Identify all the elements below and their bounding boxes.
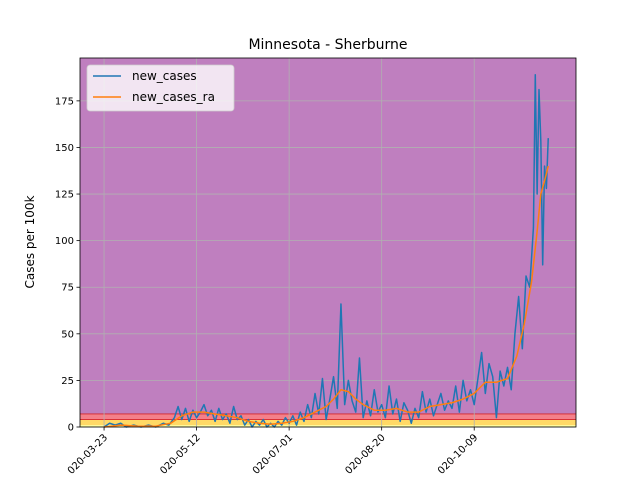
plot-frame bbox=[79, 57, 577, 428]
y-tick-label: 125 bbox=[55, 190, 74, 201]
y-tick-label: 100 bbox=[55, 236, 74, 247]
x-axis: 020-03-23 020-05-12 020-07-01 020-08-20 020-… bbox=[66, 427, 480, 477]
x-tick-label: 020-07-01 bbox=[251, 432, 295, 476]
background-band bbox=[80, 425, 576, 427]
chart-title: Minnesota - Sherburne bbox=[248, 37, 407, 53]
y-tick-label: 0 bbox=[68, 423, 74, 434]
x-tick-label: 020-05-12 bbox=[158, 432, 202, 476]
background-bands bbox=[80, 58, 576, 427]
background-band bbox=[80, 413, 576, 420]
legend-label: new_cases bbox=[132, 69, 197, 83]
series-line-new_cases bbox=[103, 74, 549, 428]
y-tick-label: 50 bbox=[61, 329, 74, 340]
y-tick-label: 25 bbox=[61, 376, 74, 387]
series-layer bbox=[103, 74, 549, 428]
x-tick-label: 020-03-23 bbox=[66, 432, 110, 476]
y-axis-label: Cases per 100k bbox=[23, 195, 37, 288]
y-tick-label: 150 bbox=[55, 143, 74, 154]
y-tick-label: 75 bbox=[61, 283, 74, 294]
legend-box bbox=[86, 64, 235, 112]
series-line-new_cases_ra bbox=[103, 165, 549, 428]
x-tick-label: 020-08-20 bbox=[343, 432, 387, 476]
background-band bbox=[80, 419, 576, 426]
x-tick-label: 020-10-09 bbox=[436, 432, 480, 476]
y-axis: 0 25 50 75 100 125 150 175 bbox=[55, 96, 80, 434]
legend: new_cases new_cases_ra bbox=[86, 64, 235, 112]
y-tick-label: 175 bbox=[55, 96, 74, 107]
legend-label: new_cases_ra bbox=[132, 90, 215, 104]
background-band bbox=[80, 58, 576, 414]
